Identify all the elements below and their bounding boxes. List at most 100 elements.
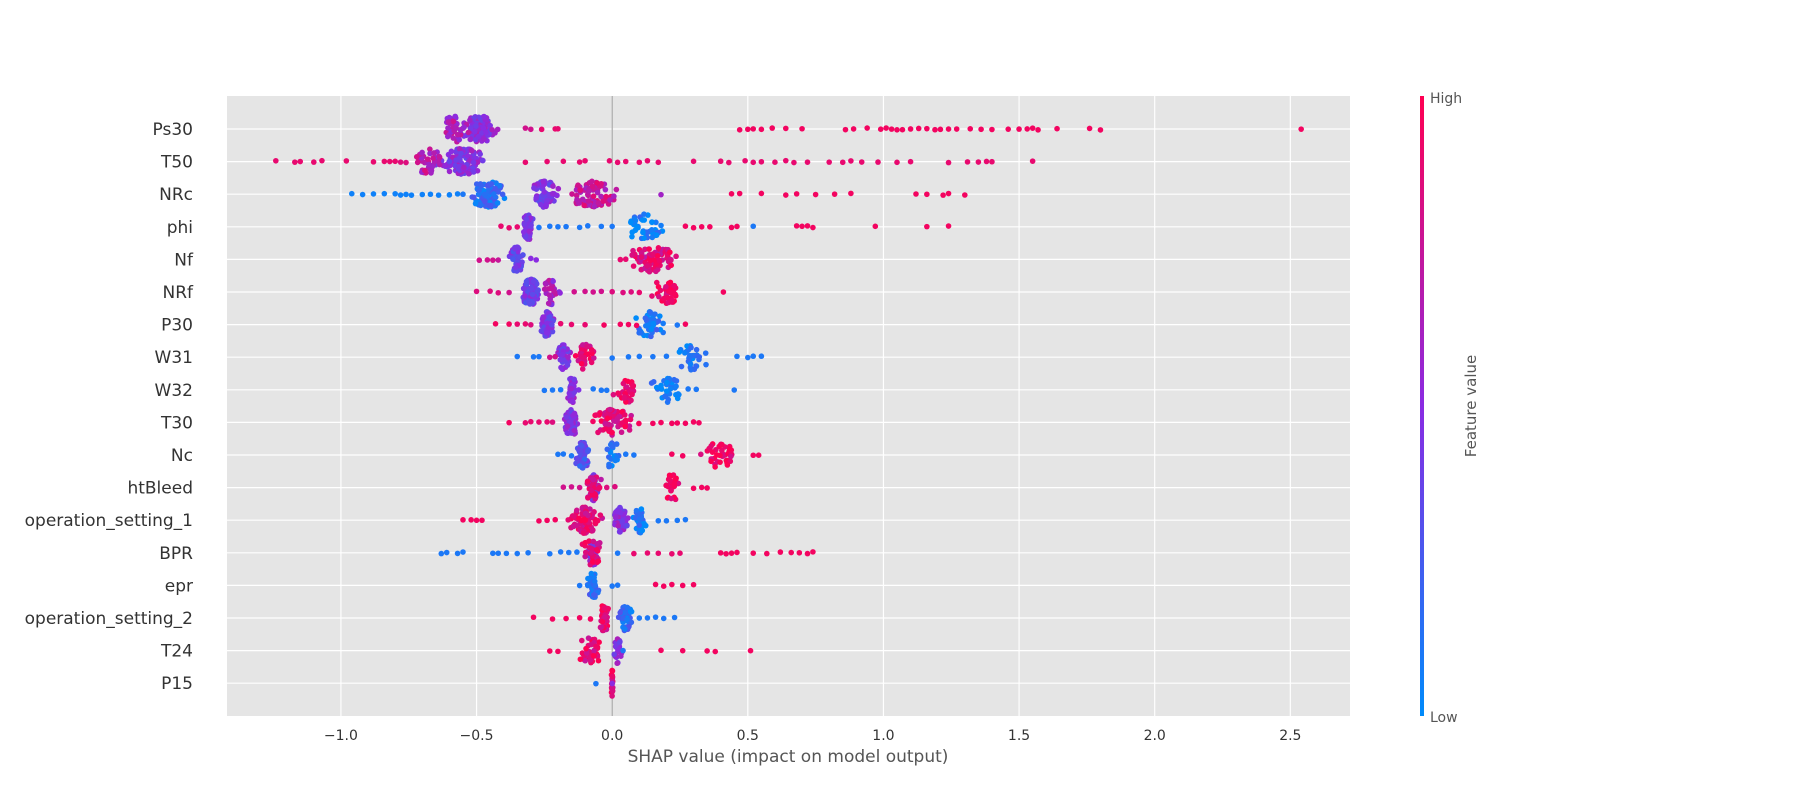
- shap-point: [810, 549, 816, 555]
- feature-row-BPR: [438, 538, 816, 568]
- feature-row-Nc: [555, 439, 762, 471]
- shap-point: [499, 191, 506, 198]
- shap-point: [560, 451, 567, 457]
- shap-point: [664, 379, 670, 386]
- shap-point: [565, 549, 572, 556]
- shap-point: [653, 326, 660, 333]
- shap-point: [545, 300, 552, 307]
- shap-point: [669, 420, 675, 427]
- shap-point: [534, 288, 541, 294]
- shap-point: [538, 201, 544, 208]
- shap-point: [598, 180, 605, 187]
- shap-point: [804, 159, 811, 165]
- shap-point: [477, 202, 484, 209]
- shap-point: [653, 279, 660, 286]
- shap-point: [636, 353, 643, 360]
- shap-point: [450, 135, 457, 141]
- shap-point: [600, 198, 606, 205]
- shap-point: [682, 321, 689, 327]
- shap-point: [453, 125, 459, 131]
- x-tick-label: −1.0: [324, 728, 358, 744]
- shap-point: [614, 582, 621, 588]
- shap-point: [640, 229, 646, 236]
- plot-background: [227, 96, 1350, 716]
- colorbar-high-label: High: [1430, 91, 1462, 107]
- shap-point: [573, 455, 580, 462]
- shap-point: [894, 127, 900, 133]
- shap-point: [618, 429, 625, 436]
- shap-point: [1035, 127, 1041, 133]
- shap-point: [591, 578, 598, 585]
- shap-point: [590, 386, 596, 392]
- shap-point: [614, 550, 621, 556]
- shap-point: [654, 252, 661, 259]
- shap-point: [734, 223, 740, 230]
- shap-point: [750, 159, 757, 166]
- shap-point: [669, 581, 675, 588]
- colorbar-low-label: Low: [1430, 710, 1458, 726]
- shap-point: [650, 251, 656, 257]
- shap-point: [609, 680, 615, 687]
- shap-point: [747, 647, 754, 654]
- shap-point: [490, 191, 497, 197]
- shap-point: [615, 522, 621, 529]
- feature-row-T24: [546, 635, 754, 667]
- shap-point: [533, 257, 540, 263]
- shap-point: [791, 159, 797, 166]
- shap-point: [599, 618, 606, 625]
- shap-point: [848, 190, 854, 197]
- shap-point: [576, 582, 583, 589]
- shap-point: [631, 550, 637, 557]
- shap-point: [674, 517, 681, 524]
- shap-point: [571, 513, 578, 520]
- shap-point: [487, 203, 494, 210]
- shap-point: [812, 191, 819, 198]
- shap-point: [702, 350, 709, 356]
- shap-point: [613, 441, 620, 447]
- shap-point: [667, 279, 674, 286]
- shap-point: [587, 506, 593, 512]
- shap-point: [568, 453, 575, 459]
- shap-point: [430, 155, 436, 161]
- feature-row-P30: [492, 308, 689, 340]
- shap-point: [546, 550, 553, 557]
- shap-point: [682, 516, 689, 523]
- shap-point: [476, 187, 482, 194]
- shap-point: [622, 158, 629, 165]
- shap-point: [590, 193, 597, 200]
- shap-point: [490, 257, 496, 263]
- shap-point: [567, 418, 574, 425]
- shap-point: [506, 419, 512, 426]
- shap-point: [442, 162, 449, 169]
- shap-point: [717, 550, 724, 556]
- shap-point: [529, 291, 536, 298]
- shap-point: [512, 246, 518, 252]
- shap-point: [804, 223, 811, 229]
- shap-point: [577, 656, 584, 663]
- shap-point: [602, 421, 608, 427]
- shap-point: [858, 159, 865, 165]
- shap-point: [609, 673, 616, 680]
- feature-row-phi: [498, 211, 952, 242]
- shap-point: [530, 354, 537, 360]
- shap-point: [408, 192, 415, 198]
- shap-point: [617, 529, 623, 535]
- shap-point: [644, 157, 651, 164]
- shap-point: [424, 156, 431, 162]
- shap-point: [481, 198, 488, 204]
- shap-point: [476, 257, 483, 264]
- shap-point: [533, 195, 540, 201]
- shap-point: [481, 136, 487, 142]
- shap-point: [577, 187, 583, 193]
- shap-point: [750, 452, 757, 459]
- shap-point: [758, 126, 765, 133]
- shap-point: [1016, 126, 1022, 132]
- shap-point: [1029, 125, 1036, 131]
- shap-point: [543, 201, 549, 208]
- shap-point: [414, 159, 421, 166]
- shap-point: [678, 363, 685, 370]
- shap-point: [536, 353, 542, 360]
- shap-point: [975, 159, 982, 165]
- shap-point: [460, 517, 466, 523]
- shap-point: [427, 146, 433, 152]
